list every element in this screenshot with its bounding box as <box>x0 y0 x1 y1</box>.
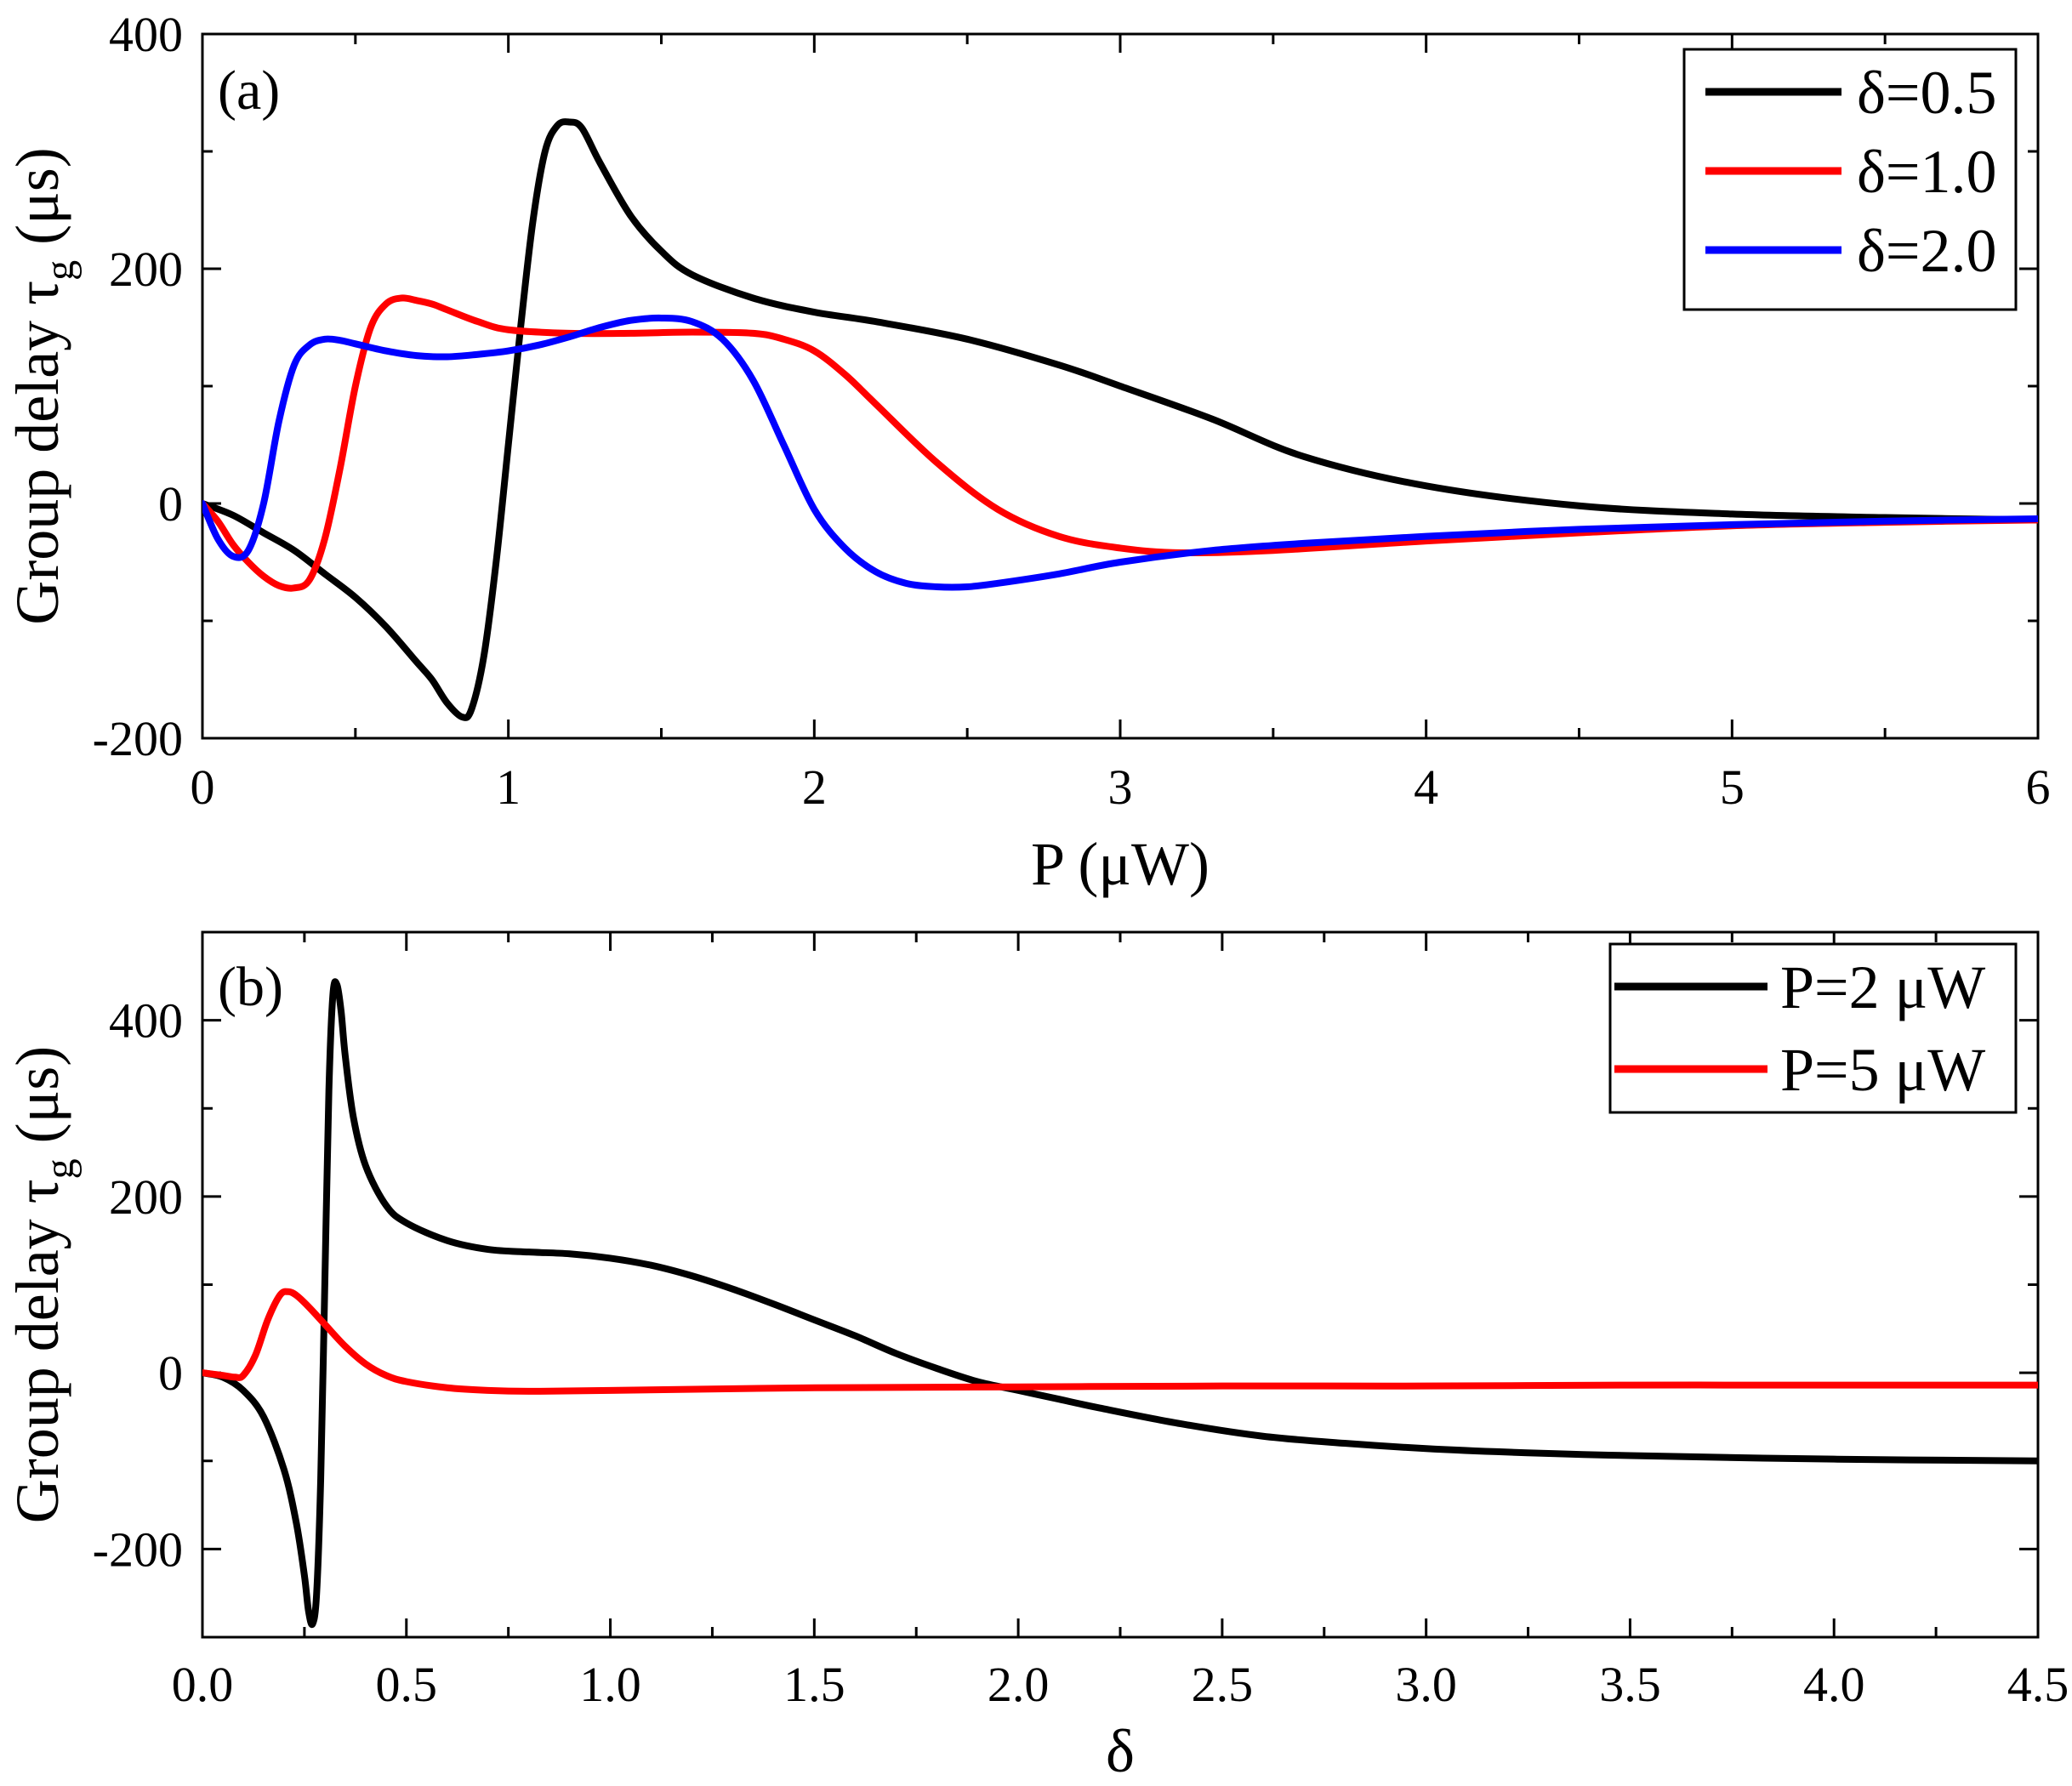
y-axis-title-unit: (μs) <box>3 147 71 260</box>
x-tick-label: 5 <box>1720 759 1745 815</box>
series-line-0 <box>202 978 2038 1629</box>
x-tick-label: 0 <box>191 759 215 815</box>
x-tick-label: 4 <box>1414 759 1438 815</box>
series-line-2 <box>202 314 2038 591</box>
x-tick-label: 1.5 <box>783 1657 845 1712</box>
x-tick-label: 0.0 <box>172 1657 234 1712</box>
panel-label: (b) <box>218 956 283 1018</box>
legend-label: P=5 μW <box>1780 1036 1985 1104</box>
x-tick-label: 2.0 <box>988 1657 1050 1712</box>
legend-box <box>1608 942 2018 1114</box>
x-tick-label: 4.0 <box>1803 1657 1865 1712</box>
legend-label: δ=2.0 <box>1857 217 1997 285</box>
x-tick-label: 6 <box>2026 759 2051 815</box>
x-tick-label: 3.5 <box>1599 1657 1661 1712</box>
series-line-1 <box>202 1288 2038 1395</box>
y-tick-label: 0 <box>158 1345 183 1401</box>
x-tick-label: 1 <box>496 759 521 815</box>
x-axis-title: δ <box>1106 1717 1135 1785</box>
y-axis-title-main: Group delay τ <box>3 281 71 625</box>
series-line-0 <box>202 118 2038 721</box>
legend-label: δ=0.5 <box>1857 59 1997 127</box>
y-tick-label: 0 <box>158 476 183 532</box>
series-line-1 <box>202 294 2038 592</box>
y-axis-title-subscript: g <box>37 1158 83 1179</box>
x-tick-label: 3 <box>1108 759 1133 815</box>
x-tick-label: 3.0 <box>1395 1657 1457 1712</box>
x-tick-label: 1.0 <box>579 1657 641 1712</box>
y-axis-title: Group delay τg (μs) <box>3 1046 83 1523</box>
legend-label: δ=1.0 <box>1857 138 1997 206</box>
y-tick-label: 200 <box>109 1169 183 1225</box>
x-tick-label: 2.5 <box>1192 1657 1254 1712</box>
y-axis-title-subscript: g <box>37 260 83 281</box>
panel-label: (a) <box>218 60 280 122</box>
x-tick-label: 2 <box>802 759 827 815</box>
y-tick-label: -200 <box>93 1522 183 1577</box>
y-tick-label: 400 <box>109 993 183 1049</box>
panel-b: 0.0 0.5 1.0 1.5 2.0 2.5 3.0 3.5 4.0 4.5 -200 0 200 40… <box>3 930 2069 1785</box>
x-axis-title: P (μW) <box>1031 830 1210 898</box>
y-tick-label: 400 <box>109 7 183 62</box>
y-axis-title: Group delay τg (μs) <box>3 147 83 624</box>
legend-label: P=2 μW <box>1780 953 1985 1021</box>
y-axis-title-main: Group delay τ <box>3 1179 71 1523</box>
y-tick-label: -200 <box>93 711 183 766</box>
x-tick-label: 0.5 <box>376 1657 438 1712</box>
y-tick-label: 200 <box>109 242 183 297</box>
y-axis-title-unit: (μs) <box>3 1046 71 1159</box>
x-tick-label: 4.5 <box>2007 1657 2069 1712</box>
